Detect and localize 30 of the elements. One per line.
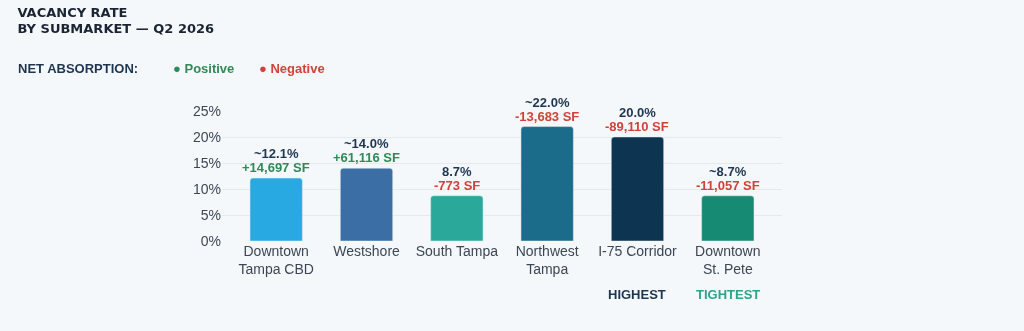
- x-tick-label: I-75 Corridor: [598, 243, 678, 259]
- text: ● Negative: [259, 61, 325, 76]
- y-tick-label: 20%: [192, 128, 221, 145]
- x-tick-label: Westshore: [333, 243, 401, 259]
- x-tick-label: Downtown St. Pete: [695, 243, 761, 278]
- data-label: 8.7%: [442, 164, 473, 179]
- annotation: -773 SF: [434, 178, 481, 193]
- data-label: ~8.7%: [709, 164, 747, 179]
- text: VACANCY RATE BY SUBMARKET — Q2 2026: [17, 4, 215, 37]
- y-tick-label: 25%: [192, 102, 221, 119]
- annotation: +14,697 SF: [242, 160, 310, 175]
- text: TIGHTEST: [696, 287, 761, 302]
- data-label: ~22.0%: [525, 95, 570, 110]
- data-label: ~12.1%: [254, 146, 299, 161]
- text: ● Positive: [173, 61, 235, 76]
- y-tick-label: 5%: [200, 206, 221, 223]
- x-tick-label: Northwest Tampa: [515, 243, 579, 278]
- data-label: ~14.0%: [344, 136, 389, 151]
- text: HIGHEST: [608, 287, 666, 302]
- data-label: 20.0%: [619, 105, 657, 120]
- annotation: -89,110 SF: [605, 119, 669, 134]
- annotation: -13,683 SF: [515, 109, 580, 124]
- y-tick-label: 15%: [192, 154, 221, 171]
- annotation: +61,116 SF: [333, 150, 400, 165]
- annotation: -11,057 SF: [696, 178, 760, 193]
- text: NET ABSORPTION:: [18, 61, 139, 76]
- y-tick-label: 10%: [192, 180, 221, 197]
- x-tick-label: Downtown Tampa CBD: [238, 243, 314, 278]
- x-tick-label: South Tampa: [415, 243, 499, 259]
- y-tick-label: 0%: [200, 232, 221, 249]
